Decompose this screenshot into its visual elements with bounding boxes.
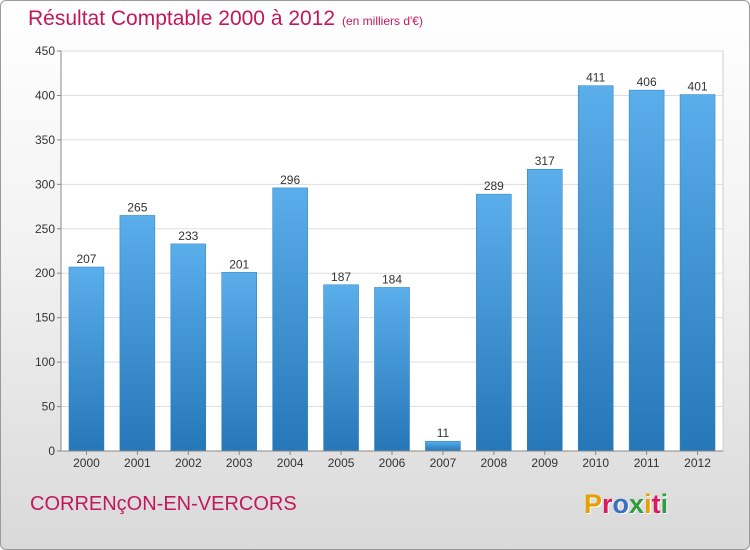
brand-letter: i	[644, 489, 652, 519]
x-tick-label: 2005	[328, 456, 355, 470]
x-tick-label: 2009	[531, 456, 558, 470]
brand-letter: P	[584, 489, 603, 519]
y-axis: 0 50 100 150 200 250 300 350 400 450	[35, 44, 62, 458]
data-label: 401	[688, 80, 708, 94]
data-label: 411	[586, 71, 605, 85]
x-tick-label: 2010	[582, 456, 609, 470]
data-label: 317	[535, 154, 555, 168]
x-tick-label: 2001	[124, 456, 151, 470]
bar	[68, 266, 105, 452]
y-tick-label: 50	[42, 400, 56, 414]
bar	[577, 85, 614, 452]
brand-letter: o	[612, 489, 630, 519]
y-tick-label: 150	[35, 311, 55, 325]
y-tick-label: 450	[35, 44, 55, 58]
bar	[476, 193, 512, 452]
y-tick-label: 350	[35, 133, 55, 147]
bar	[425, 440, 461, 452]
x-axis: 2000 2001 2002 2003 2004 2005 2006 2007 2008 2009…	[61, 450, 723, 470]
bar	[119, 215, 156, 452]
bar	[628, 89, 665, 452]
data-label: 184	[382, 272, 402, 286]
data-label: 201	[229, 257, 249, 271]
y-tick-label: 400	[35, 88, 55, 102]
brand-logo: Proxiti	[584, 489, 668, 520]
bar	[323, 284, 359, 452]
x-tick-label: 2002	[175, 456, 202, 470]
chart-title: Résultat Comptable 2000 à 2012	[28, 7, 336, 30]
y-tick-label: 300	[35, 177, 55, 191]
x-tick-label: 2012	[684, 456, 711, 470]
place-name: CORRENçON-EN-VERCORS	[30, 493, 297, 515]
data-label: 233	[178, 229, 198, 243]
y-tick-label: 0	[48, 444, 55, 458]
bar	[170, 243, 207, 452]
data-label: 265	[127, 200, 147, 214]
bar	[527, 168, 563, 452]
x-tick-label: 2006	[379, 456, 406, 470]
data-label: 406	[637, 75, 657, 89]
bars	[68, 85, 716, 452]
data-label: 187	[331, 270, 351, 284]
bar	[679, 94, 716, 452]
brand-letter: i	[660, 489, 669, 519]
brand-letter: t	[651, 489, 661, 519]
brand-letter: x	[629, 489, 645, 519]
x-tick-label: 2004	[277, 456, 304, 470]
bar	[272, 187, 308, 452]
x-tick-label: 2003	[226, 456, 253, 470]
brand-letter: r	[602, 489, 613, 519]
data-label: 296	[280, 173, 300, 187]
data-label: 289	[484, 179, 504, 193]
data-label: 11	[437, 426, 450, 440]
x-tick-label: 2011	[634, 456, 660, 470]
bar	[374, 287, 410, 452]
y-tick-label: 100	[35, 355, 55, 369]
y-tick-label: 250	[35, 222, 55, 236]
x-tick-label: 2007	[430, 456, 457, 470]
x-tick-label: 2000	[73, 456, 100, 470]
x-tick-label: 2008	[480, 456, 507, 470]
data-labels: 207 265 233 201 296 187 184 11 289 317 411 406 401	[76, 71, 707, 441]
bar	[221, 272, 257, 452]
data-label: 207	[76, 252, 96, 266]
y-tick-label: 200	[35, 266, 55, 280]
chart-subtitle: (en milliers d'€)	[342, 14, 423, 28]
